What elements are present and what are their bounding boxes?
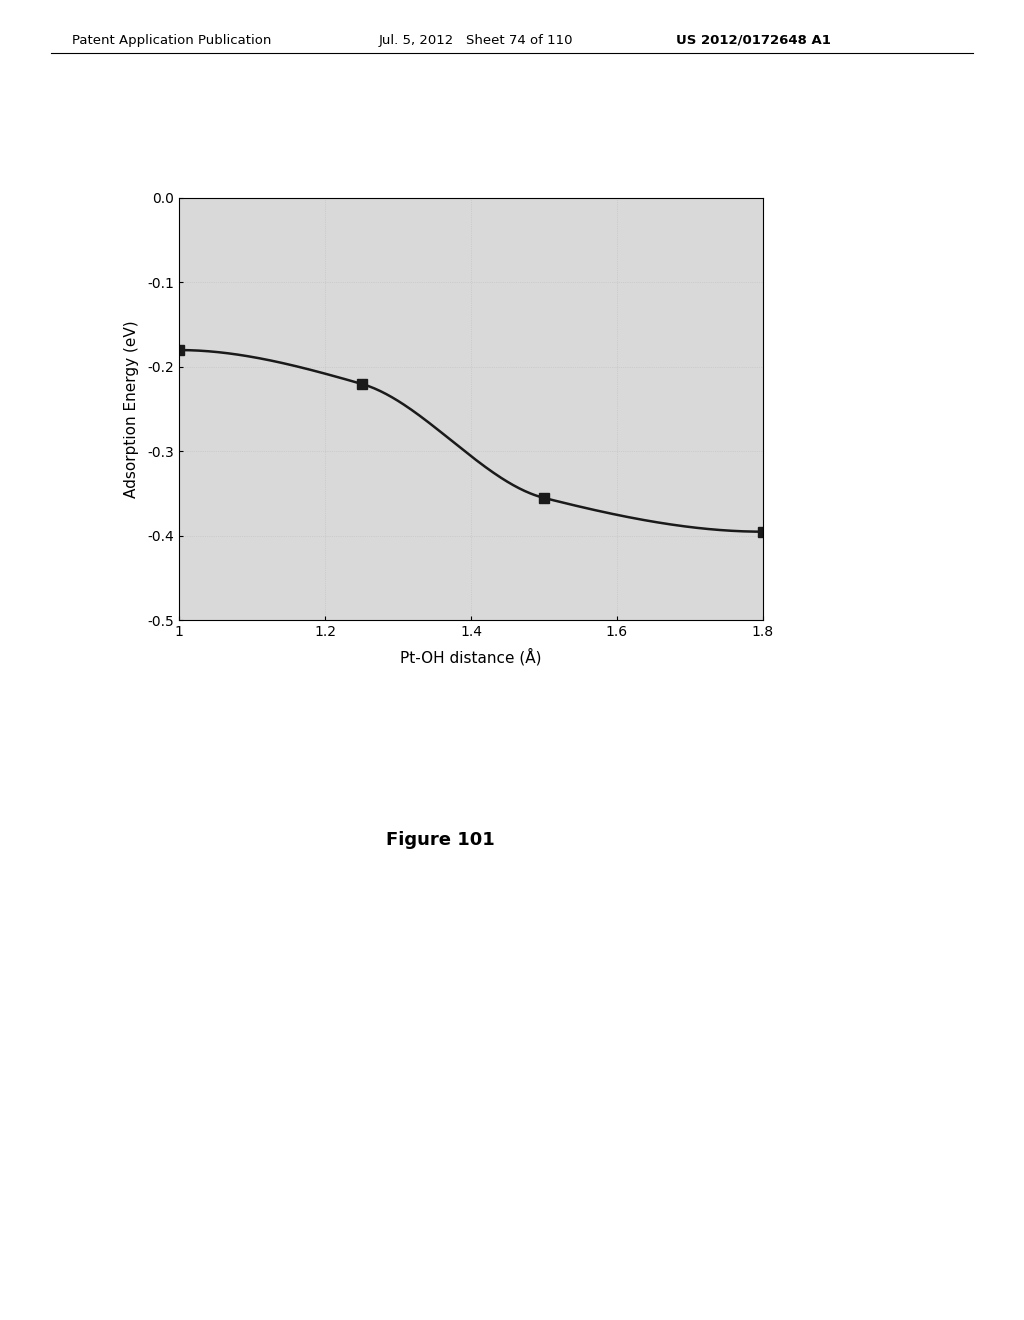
X-axis label: Pt-OH distance (Å): Pt-OH distance (Å) bbox=[400, 648, 542, 665]
Text: Jul. 5, 2012   Sheet 74 of 110: Jul. 5, 2012 Sheet 74 of 110 bbox=[379, 33, 573, 46]
Text: Figure 101: Figure 101 bbox=[386, 830, 495, 849]
Y-axis label: Adsorption Energy (eV): Adsorption Energy (eV) bbox=[124, 321, 139, 498]
Text: US 2012/0172648 A1: US 2012/0172648 A1 bbox=[676, 33, 830, 46]
Text: Patent Application Publication: Patent Application Publication bbox=[72, 33, 271, 46]
